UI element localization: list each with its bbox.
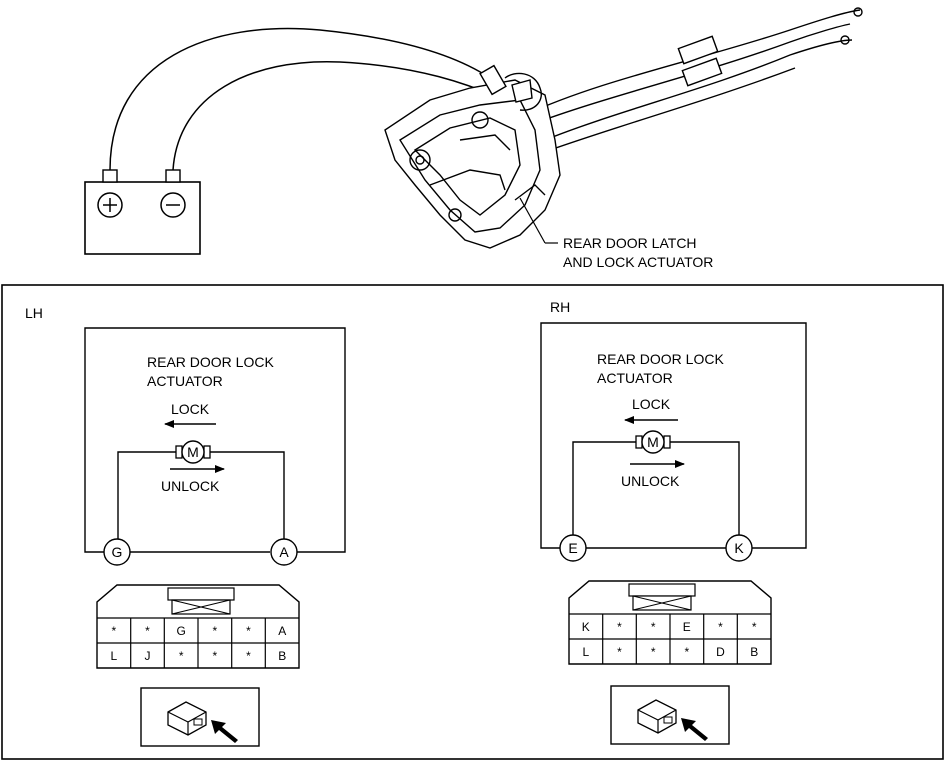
rh-lock-label: LOCK [632, 396, 671, 412]
rh-pin: * [651, 620, 656, 634]
rh-motor-symbol: M [647, 434, 659, 450]
lh-motor-icon: M [175, 440, 211, 464]
negative-terminal-icon [160, 192, 186, 218]
rh-pin: * [718, 620, 723, 634]
rh-side-label: RH [550, 299, 570, 315]
rh-terminal-right-label: K [734, 540, 744, 556]
lh-pin: L [110, 649, 117, 663]
lh-pin: * [212, 624, 217, 638]
rh-title-line2: ACTUATOR [597, 370, 673, 386]
lh-terminal-left [103, 538, 131, 566]
rh-pin: * [617, 620, 622, 634]
lh-side-label: LH [25, 305, 43, 321]
lh-pin: * [246, 624, 251, 638]
lh-pin: J [145, 649, 151, 663]
battery [84, 169, 201, 255]
lh-terminal-left-label: G [112, 544, 123, 560]
rh-pin: L [582, 645, 589, 659]
rh-connector-face: K * * E * * L * * * D B [568, 580, 772, 665]
lh-pin: A [278, 624, 286, 638]
lh-pin: * [212, 649, 217, 663]
lh-terminal-right [270, 538, 298, 566]
lh-unlock-label: UNLOCK [161, 478, 220, 494]
lh-lock-label: LOCK [171, 401, 210, 417]
rh-motor-icon: M [635, 430, 671, 454]
lh-title-line1: REAR DOOR LOCK [147, 354, 274, 370]
rh-terminal-left-label: E [568, 540, 577, 556]
lh-pin: * [145, 624, 150, 638]
rh-pin: D [716, 645, 725, 659]
lh-pin: * [179, 649, 184, 663]
callout-text-line1: REAR DOOR LATCH [563, 235, 697, 251]
lh-pin: G [177, 624, 186, 638]
callout-leader [519, 197, 558, 244]
lh-terminal-right-label: A [279, 544, 289, 560]
lh-pin: B [278, 649, 286, 663]
positive-terminal-icon [97, 192, 123, 218]
callout-text-line2: AND LOCK ACTUATOR [563, 254, 713, 270]
lh-title-line2: ACTUATOR [147, 373, 223, 389]
rh-pin: K [582, 620, 590, 634]
rh-connector-view-icon [610, 685, 730, 745]
rh-pin: * [651, 645, 656, 659]
door-latch-actuator-illustration [384, 7, 863, 249]
rh-title-line1: REAR DOOR LOCK [597, 351, 724, 367]
rh-pin: * [684, 645, 689, 659]
rh-pin: * [617, 645, 622, 659]
battery-leads [109, 27, 501, 171]
rh-pin: E [683, 620, 691, 634]
lh-pin: * [246, 649, 251, 663]
rh-unlock-label: UNLOCK [621, 473, 680, 489]
lh-schematic: LH REAR DOOR LOCK ACTUATOR LOCK M UNLOCK… [25, 305, 346, 747]
lh-motor-symbol: M [187, 444, 199, 460]
rh-terminal-right [725, 534, 753, 562]
lh-pin: * [111, 624, 116, 638]
rh-terminal-left [559, 534, 587, 562]
rh-pin: B [750, 645, 758, 659]
rh-schematic: RH REAR DOOR LOCK ACTUATOR LOCK M UNLOCK… [540, 299, 807, 745]
rh-pin: * [752, 620, 757, 634]
lh-connector-view-icon [140, 687, 260, 747]
lh-connector-face: * * G * * A L J * * * B [96, 584, 300, 669]
schematic-frame [1, 284, 944, 760]
